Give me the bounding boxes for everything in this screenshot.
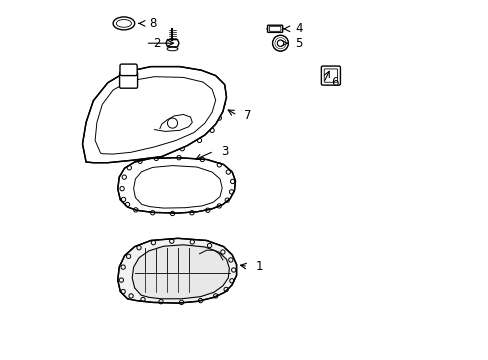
Text: 3: 3 [221,145,228,158]
FancyBboxPatch shape [321,66,340,85]
Text: 8: 8 [149,17,156,30]
Polygon shape [132,245,229,299]
Text: 5: 5 [294,37,302,50]
Polygon shape [118,238,236,303]
Text: 6: 6 [330,76,338,89]
FancyBboxPatch shape [120,72,137,88]
Text: 7: 7 [244,109,251,122]
Text: 1: 1 [255,260,262,273]
Text: 4: 4 [294,22,302,35]
FancyBboxPatch shape [120,64,137,76]
Polygon shape [82,67,226,163]
Text: 2: 2 [152,37,160,50]
FancyBboxPatch shape [269,26,280,31]
FancyBboxPatch shape [267,25,282,32]
Polygon shape [118,158,235,213]
FancyBboxPatch shape [324,69,337,82]
